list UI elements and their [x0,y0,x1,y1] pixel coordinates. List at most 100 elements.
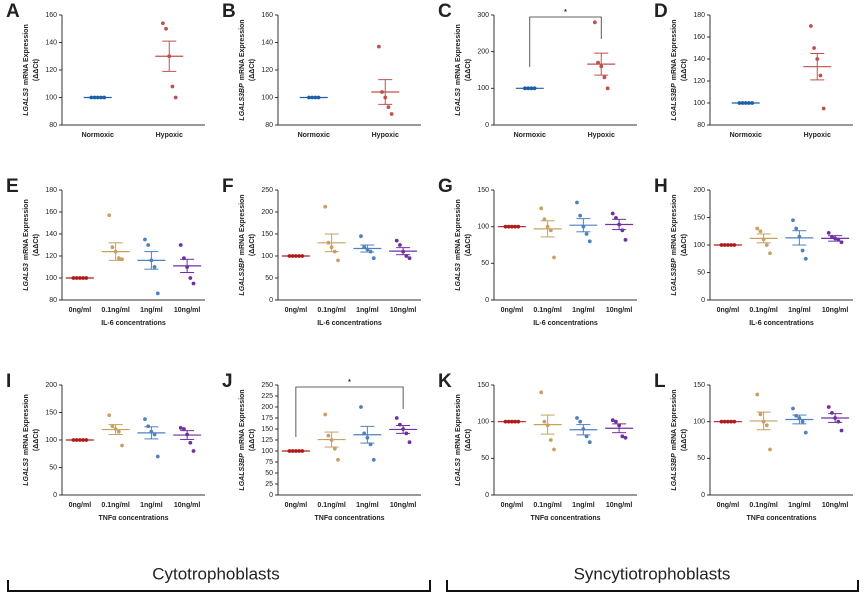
data-point [794,413,799,418]
y-tick-label: 100 [693,419,705,426]
y-tick-label: 140 [45,39,57,46]
data-point [146,424,151,429]
panel-letter: F [222,176,234,197]
y-tick-label: 150 [693,214,705,221]
data-point [768,251,772,256]
panel-letter: I [6,371,11,392]
data-point [552,447,556,452]
x-tick-label: 0ng/ml [717,307,740,314]
data-point [821,106,826,111]
y-label-text: mRNA Expression [455,199,462,260]
data-point [836,419,841,424]
y-axis-unit: (ΔΔCt) [33,59,40,81]
group-label: Cytotrophoblasts [152,564,280,583]
x-tick-label: 10ng/ml [822,502,849,509]
panel-letter: G [438,176,453,197]
y-tick-label: 100 [477,224,489,231]
x-tick-label: 0ng/ml [69,307,92,314]
data-point [818,73,823,78]
panel-letter: E [6,176,19,197]
x-tick-label: 1ng/ml [140,307,163,314]
y-tick-label: 140 [45,231,57,238]
x-axis-label: TNFα concentrations [98,515,168,522]
data-point [539,206,544,211]
x-tick-label: 10ng/ml [174,307,201,314]
data-point [110,424,115,429]
y-tick-label: 120 [261,67,273,74]
y-label-gene: LGALS3BP [671,453,678,491]
data-point [764,243,769,247]
x-tick-label: 0.1ng/ml [749,502,777,509]
x-tick-label: 0ng/ml [285,307,308,314]
y-tick-label: 80 [697,122,705,129]
data-point [326,433,331,438]
y-axis-unit: (ΔΔCt) [681,59,688,81]
data-point [542,217,547,222]
y-tick-label: 120 [693,78,705,85]
data-point [575,416,579,420]
y-label-text: mRNA Expression [671,389,678,450]
y-tick-label: 0 [485,122,489,129]
data-point [116,256,121,261]
y-tick-label: 125 [261,437,273,444]
y-tick-label: 200 [477,49,489,56]
y-axis-label: LGALS3 mRNA Expression [23,394,30,485]
y-tick-label: 200 [693,187,705,194]
y-tick-label: 160 [45,12,57,19]
y-tick-label: 0 [485,297,489,304]
y-tick-label: 180 [693,12,705,19]
data-point [143,237,147,242]
significance-bracket [295,386,404,437]
data-point [398,243,402,247]
y-label-gene: LGALS3 [455,458,462,486]
y-axis-unit: (ΔΔCt) [33,429,40,451]
data-point [371,457,376,462]
data-point [389,112,394,116]
y-label-gene: LGALS3 [23,88,30,116]
x-tick-label: 0ng/ml [69,502,92,509]
panel-letter: D [654,1,668,22]
y-tick-label: 150 [45,409,57,416]
data-point [548,438,553,442]
y-label-text: mRNA Expression [23,394,30,455]
data-point [323,412,328,417]
y-label-gene: LGALS3 [23,263,30,291]
y-axis-unit: (ΔΔCt) [249,59,256,81]
y-tick-label: 100 [261,253,273,260]
panel-letter: K [438,371,452,392]
y-label-gene: LGALS3BP [671,83,678,121]
data-point [614,419,618,424]
y-label-text: mRNA Expression [455,24,462,85]
x-tick-label: 1ng/ml [356,502,379,509]
data-point [160,21,165,26]
data-point [116,429,121,434]
data-point [584,434,589,439]
x-tick-label: 1ng/ml [572,307,595,314]
data-point [758,412,763,417]
group-label: Syncytiotrophoblasts [574,564,731,583]
data-point [173,95,178,100]
x-tick-label: 10ng/ml [822,307,849,314]
data-point [376,44,381,49]
panel-letter: L [654,371,666,392]
x-tick-label: Normoxic [298,132,330,139]
data-point [164,26,168,31]
y-axis-label: LGALS3BP mRNA Expression [671,389,678,490]
data-point [803,256,808,261]
y-tick-label: 200 [261,209,273,216]
x-axis-label: IL-6 concentrations [533,320,598,327]
data-point [386,105,391,110]
y-tick-label: 0 [485,492,489,499]
data-point [584,232,589,236]
data-point [592,20,597,25]
x-tick-label: 0ng/ml [501,502,524,509]
data-point [575,200,579,205]
data-point [155,291,160,296]
data-point [623,435,628,440]
data-point [800,248,805,253]
x-tick-label: 0ng/ml [717,502,740,509]
y-tick-label: 100 [477,85,489,92]
y-tick-label: 25 [265,481,273,488]
data-point [755,226,760,231]
y-axis-unit: (ΔΔCt) [33,234,40,256]
